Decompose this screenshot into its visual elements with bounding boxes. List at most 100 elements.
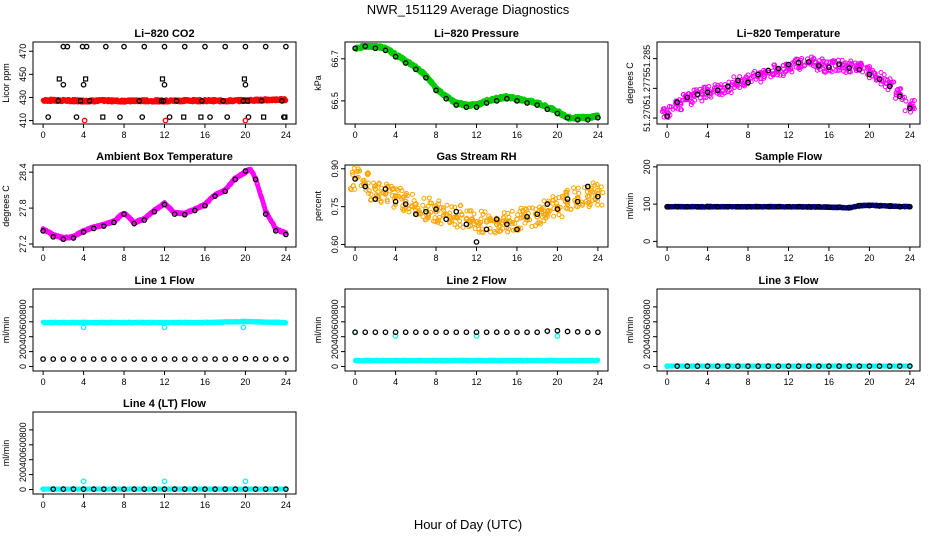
data-point [420,202,426,208]
data-point [272,227,279,234]
data-point [365,180,371,186]
y-tick-label: 400 [18,329,28,344]
data-point [371,180,377,186]
y-tick-label: 200 [18,344,28,359]
data-point [755,203,762,210]
data-point [826,204,832,210]
y-axis-label: degrees C [625,62,635,104]
data-point [426,195,432,201]
data-point [421,195,427,201]
data-point [56,76,62,82]
data-point [232,356,239,362]
plot-area [40,318,289,362]
data-point [428,200,434,206]
x-tick-label: 8 [122,253,127,263]
data-point [434,218,440,224]
data-point [881,72,887,78]
data-point [252,176,259,183]
x-tick-label: 24 [281,253,291,263]
data-point [173,98,180,104]
data-point [453,208,460,215]
data-point [595,193,601,200]
data-point [220,98,227,104]
x-tick-label: 0 [41,253,46,263]
x-tick-label: 0 [353,130,358,140]
panel-title: Li−820 Pressure [434,28,519,40]
data-point [83,43,90,50]
data-point [514,216,520,223]
data-point [774,72,780,78]
data-point [45,114,52,120]
data-point [731,74,737,80]
data-point [354,168,360,174]
x-tick-label: 16 [200,130,210,140]
data-point [202,43,208,50]
data-point [699,98,705,104]
data-point [590,180,596,186]
data-point [886,203,893,210]
x-tick-label: 0 [665,253,670,263]
data-point [575,185,581,191]
data-point [161,81,168,88]
data-point [600,190,606,196]
x-tick-label: 0 [41,377,46,387]
x-tick-label: 12 [471,377,481,387]
data-point [473,218,480,225]
data-point [141,217,148,223]
data-point [534,102,541,108]
data-point [258,98,265,104]
data-point [372,45,379,52]
x-tick-label: 16 [200,253,210,263]
data-point [876,203,883,209]
data-point [815,203,822,210]
data-point [458,203,464,209]
data-point [463,104,470,111]
data-point [541,198,547,204]
data-point [493,216,500,223]
data-point [584,193,591,200]
data-point [758,79,764,85]
plot-area [352,327,601,364]
data-point [547,208,553,214]
data-point [771,62,777,68]
data-point [896,91,903,98]
data-point [224,114,231,120]
data-point [222,356,229,362]
data-point [524,213,530,220]
data-point [750,73,756,79]
data-point [866,71,873,78]
data-point [242,117,249,123]
data-point [402,198,409,205]
x-tick-label: 24 [593,130,603,140]
data-point [404,193,410,199]
data-point [82,76,89,82]
data-point [80,356,87,362]
x-tick-label: 12 [159,253,169,263]
data-point [350,183,356,189]
data-point [846,204,853,211]
data-point [486,213,492,219]
data-point [745,79,751,86]
data-point [674,101,681,108]
data-point [714,203,721,210]
data-point [714,87,721,94]
data-point [694,203,701,210]
data-point [282,114,288,120]
y-tick-label: 450 [18,67,28,82]
data-point [449,204,455,210]
data-point [412,211,419,218]
data-point [412,201,419,207]
data-point [505,229,511,235]
data-point [785,203,792,210]
data-point [823,69,829,75]
data-point [826,64,832,71]
data-point [242,355,249,362]
data-point [60,236,67,243]
data-point [595,114,601,121]
data-point [283,356,289,362]
data-point [207,114,213,120]
